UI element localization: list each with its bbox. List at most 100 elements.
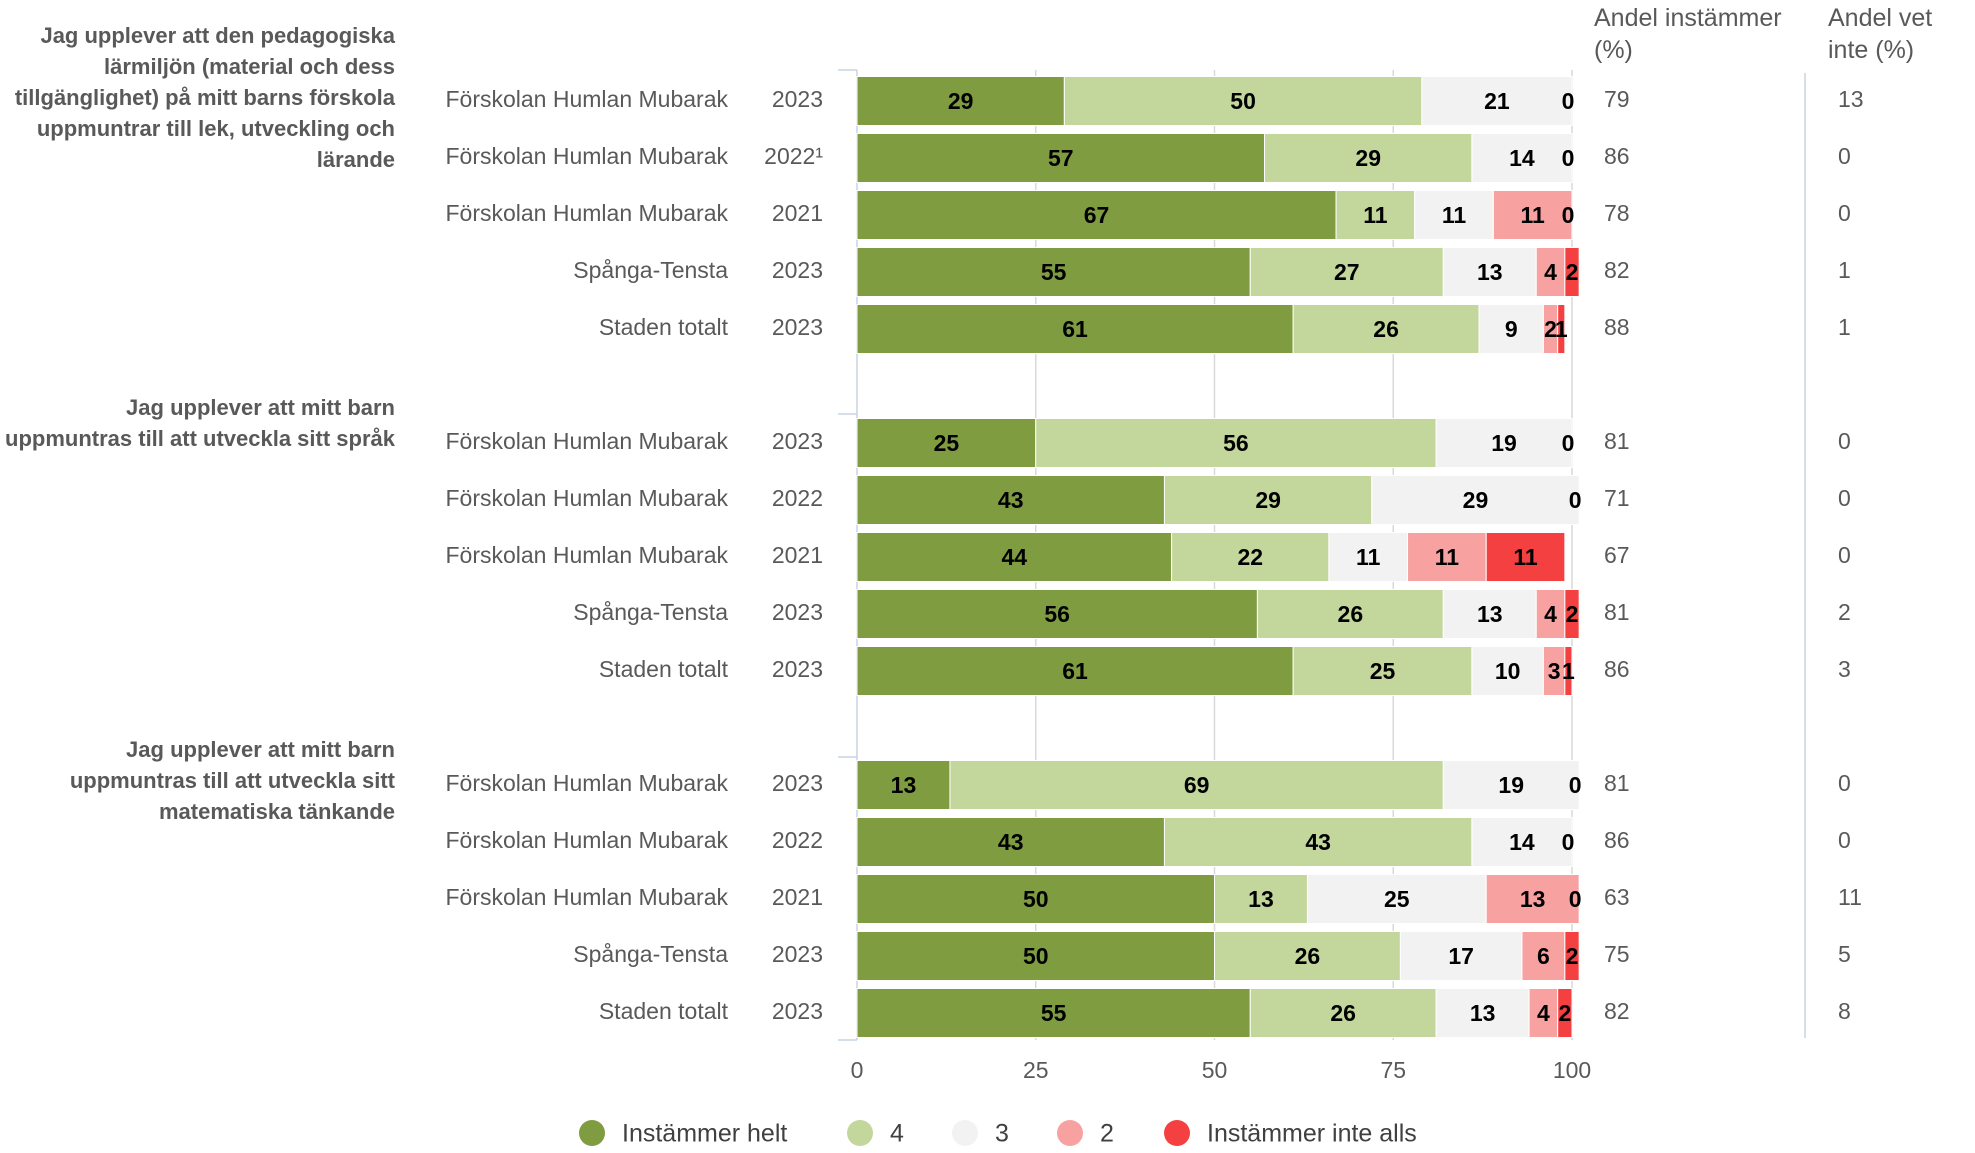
- bar-segment: [856, 760, 951, 810]
- value-label: 14: [1509, 829, 1535, 855]
- year-label: 2023: [772, 428, 823, 454]
- year-label: 2021: [772, 200, 823, 226]
- bar-segment: [1214, 874, 1308, 924]
- legend-label: 3: [995, 1120, 1009, 1148]
- share-unsure: 1: [1838, 257, 1851, 283]
- share-agree: 81: [1604, 428, 1630, 454]
- value-label: 2: [1566, 259, 1579, 285]
- value-label: 11: [1356, 544, 1381, 570]
- share-agree: 86: [1604, 827, 1630, 853]
- question: Jag upplever att mitt barn uppmuntras ti…: [69, 737, 395, 824]
- bar-segment: [856, 304, 1294, 354]
- bar-segment: [1564, 931, 1580, 981]
- year-label: 2023: [772, 599, 823, 625]
- value-label: 2: [1566, 943, 1579, 969]
- bar-segment: [1171, 532, 1330, 582]
- value-label: 43: [998, 829, 1024, 855]
- bar-segment: [1521, 931, 1566, 981]
- bar-segment: [1256, 589, 1444, 639]
- legend-marker: [952, 1120, 978, 1146]
- value-label: 29: [1255, 487, 1281, 513]
- value-label: 1: [1562, 658, 1575, 684]
- bar-segment: [856, 247, 1251, 297]
- value-label: 43: [998, 487, 1024, 513]
- share-unsure: 5: [1838, 941, 1851, 967]
- value-label: 2: [1566, 601, 1579, 627]
- bar-segment: [1442, 247, 1537, 297]
- bar-segment: [856, 76, 1065, 126]
- legend-marker: [847, 1120, 873, 1146]
- value-label: 13: [1520, 886, 1546, 912]
- share-unsure: 0: [1838, 200, 1851, 226]
- bar-segment: [1399, 931, 1523, 981]
- value-label: 11: [1435, 544, 1460, 570]
- value-label: 1: [1555, 316, 1568, 342]
- bar-segment: [1035, 418, 1437, 468]
- bar-segment: [1471, 133, 1573, 183]
- question: Jag upplever att mitt barn uppmuntras ti…: [5, 395, 395, 451]
- value-label: 13: [1470, 1000, 1496, 1026]
- bar-segment: [1442, 589, 1537, 639]
- value-label: 50: [1230, 88, 1256, 114]
- value-label: 0: [1569, 886, 1582, 912]
- value-label: 50: [1023, 943, 1049, 969]
- bar-segment: [1435, 988, 1530, 1038]
- bar-segment: [856, 589, 1258, 639]
- year-label: 2023: [772, 770, 823, 796]
- x-tick-label: 75: [1380, 1057, 1406, 1083]
- x-tick-label: 100: [1553, 1057, 1591, 1083]
- value-label: 61: [1062, 658, 1088, 684]
- column-header: Andel instämmer (%): [1594, 4, 1782, 64]
- value-label: 69: [1184, 772, 1210, 798]
- bar-segment: [856, 931, 1215, 981]
- bar-segment: [949, 760, 1444, 810]
- bar-segment: [1292, 304, 1480, 354]
- x-tick-label: 0: [851, 1057, 864, 1083]
- legend-label: 2: [1100, 1120, 1114, 1148]
- bar-segment: [856, 475, 1165, 525]
- legend-marker: [1164, 1120, 1190, 1146]
- value-label: 29: [1355, 145, 1381, 171]
- value-label: 4: [1544, 259, 1557, 285]
- value-label: 2: [1558, 1000, 1571, 1026]
- value-label: 55: [1041, 259, 1067, 285]
- share-unsure: 0: [1838, 827, 1851, 853]
- value-label: 26: [1373, 316, 1399, 342]
- bar-segment: [1421, 76, 1573, 126]
- year-label: 2023: [772, 998, 823, 1024]
- share-agree: 78: [1604, 200, 1630, 226]
- bar-segment: [1249, 247, 1444, 297]
- year-label: 2023: [772, 257, 823, 283]
- bar-segment: [1528, 988, 1559, 1038]
- value-label: 0: [1569, 487, 1582, 513]
- category-label: Staden totalt: [599, 998, 729, 1024]
- share-agree: 81: [1604, 599, 1630, 625]
- share-agree: 75: [1604, 941, 1630, 967]
- bar-segment: [1163, 817, 1473, 867]
- value-label: 50: [1023, 886, 1049, 912]
- value-label: 29: [948, 88, 974, 114]
- bar-segment: [1557, 988, 1573, 1038]
- value-label: 25: [934, 430, 960, 456]
- value-label: 25: [1370, 658, 1396, 684]
- category-label: Spånga-Tensta: [573, 941, 728, 967]
- bar-segment: [1371, 475, 1580, 525]
- bar-segment: [856, 418, 1037, 468]
- category-label: Förskolan Humlan Mubarak: [445, 542, 728, 568]
- value-label: 11: [1363, 202, 1388, 228]
- value-label: 43: [1305, 829, 1331, 855]
- bar-segment: [1163, 475, 1373, 525]
- value-label: 13: [891, 772, 917, 798]
- legend-label: Instämmer inte alls: [1207, 1120, 1417, 1148]
- value-label: 19: [1491, 430, 1517, 456]
- value-label: 13: [1248, 886, 1274, 912]
- share-unsure: 0: [1838, 542, 1851, 568]
- value-label: 0: [1562, 430, 1575, 456]
- share-unsure: 1: [1838, 314, 1851, 340]
- value-label: 55: [1041, 1000, 1067, 1026]
- bar-segment: [1485, 532, 1566, 582]
- value-label: 56: [1223, 430, 1249, 456]
- category-label: Förskolan Humlan Mubarak: [445, 884, 728, 910]
